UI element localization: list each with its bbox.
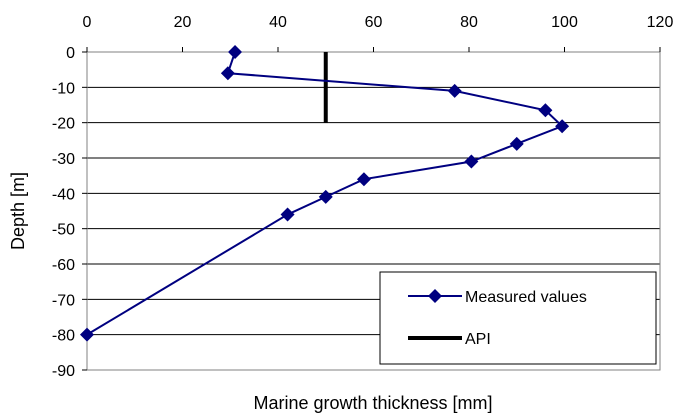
measured-point xyxy=(220,66,235,81)
x-axis-title: Marine growth thickness [mm] xyxy=(253,393,492,413)
series-layer xyxy=(80,45,570,342)
measured-point xyxy=(228,45,243,59)
y-tick-label: -70 xyxy=(52,292,75,309)
measured-point xyxy=(80,327,94,342)
y-tick-label: -60 xyxy=(52,257,75,274)
x-tick-label: 120 xyxy=(647,14,674,31)
x-tick-label: 40 xyxy=(269,14,287,31)
y-axis-title: Depth [m] xyxy=(8,172,28,250)
measured-point xyxy=(464,154,479,169)
measured-point xyxy=(447,83,462,98)
measured-point xyxy=(538,103,553,118)
x-tick-label: 60 xyxy=(365,14,383,31)
measured-point xyxy=(280,207,295,222)
x-tick-label: 0 xyxy=(83,14,92,31)
x-tick-label: 100 xyxy=(551,14,578,31)
legend-measured-label: Measured values xyxy=(465,289,587,306)
x-axis-ticks: 0 20 40 60 80 100 120 xyxy=(83,14,674,52)
y-tick-label: -10 xyxy=(52,80,75,97)
measured-point xyxy=(356,172,371,187)
y-tick-label: -30 xyxy=(52,151,75,168)
legend-measured-marker xyxy=(428,289,442,303)
y-tick-label: -90 xyxy=(52,363,75,380)
y-tick-label: -80 xyxy=(52,328,75,345)
legend: Measured values API xyxy=(379,271,657,365)
measured-point xyxy=(555,119,570,134)
legend-box xyxy=(379,271,657,365)
y-tick-label: -40 xyxy=(52,186,75,203)
y-tick-label: 0 xyxy=(66,45,75,62)
legend-api-label: API xyxy=(465,331,491,348)
y-axis-ticks: 0 -10 -20 -30 -40 -50 -60 -70 -80 -90 xyxy=(52,45,87,380)
measured-point xyxy=(318,189,333,204)
y-tick-label: -50 xyxy=(52,222,75,239)
x-tick-label: 20 xyxy=(174,14,192,31)
measured-point xyxy=(509,136,524,151)
x-tick-label: 80 xyxy=(460,14,478,31)
y-tick-label: -20 xyxy=(52,116,75,133)
